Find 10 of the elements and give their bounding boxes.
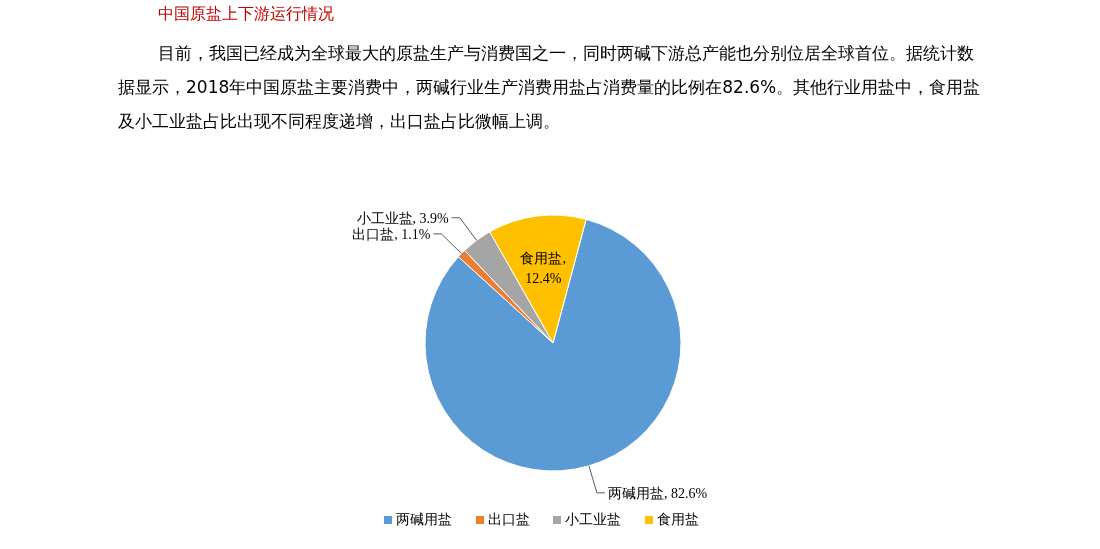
legend-label: 两碱用盐 — [396, 511, 452, 527]
subtitle: 目前，我国已经成为全球最大的原盐生产与消费国之一，同时两碱下游总产能也分别位居全球首位。据统计数据显示，2018年中国原盐主要消费中，两碱行业生产消费用盐占消费量的比例在82.6%。其他行业用盐中，食用盐及小工业盐占比出现不同程度递增，出口盐占比微幅上调。 — [118, 42, 982, 133]
legend-label: 出口盐 — [488, 511, 530, 527]
legend-label: 小工业盐 — [565, 511, 621, 527]
label: 食用盐, 12.4% — [520, 250, 566, 286]
title: 中国原盐上下游运行情况 — [158, 4, 334, 25]
label: 两碱用盐, 82.6% — [607, 485, 708, 501]
legend-label: 食用盐 — [657, 511, 699, 527]
label: 出口盐, 1.1% — [352, 226, 431, 242]
label: 小工业盐, 3.9% — [356, 210, 449, 226]
